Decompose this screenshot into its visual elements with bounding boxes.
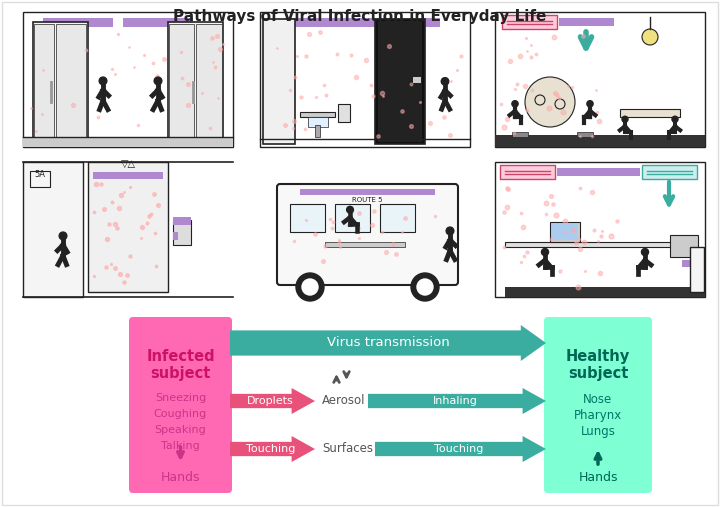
Circle shape — [346, 206, 354, 213]
Bar — [620, 109, 680, 117]
Text: Droplets: Droplets — [247, 396, 294, 406]
Polygon shape — [375, 436, 546, 462]
Text: Touching: Touching — [434, 444, 483, 454]
Text: ▽△: ▽△ — [120, 159, 135, 169]
Bar — [300, 112, 335, 117]
Bar — [34, 24, 54, 141]
Text: Inhaling: Inhaling — [433, 396, 477, 406]
Bar — [552, 224, 578, 240]
Circle shape — [302, 279, 318, 295]
Circle shape — [541, 248, 549, 256]
Bar — [500, 165, 555, 179]
Bar — [88, 162, 168, 292]
FancyBboxPatch shape — [129, 317, 232, 493]
Bar — [550, 222, 580, 242]
Bar — [505, 242, 680, 247]
Polygon shape — [368, 388, 546, 414]
Circle shape — [99, 77, 107, 85]
Bar — [196, 24, 222, 141]
Text: Hands: Hands — [578, 471, 618, 484]
Polygon shape — [230, 388, 315, 414]
Text: Pharynx: Pharynx — [574, 409, 622, 422]
Text: Nose: Nose — [583, 393, 613, 406]
Circle shape — [59, 232, 67, 240]
Circle shape — [672, 116, 678, 122]
Bar — [495, 135, 705, 147]
Bar — [56, 24, 86, 141]
Bar — [33, 22, 88, 142]
Circle shape — [512, 101, 518, 107]
Text: Speaking: Speaking — [155, 425, 207, 435]
Text: ROUTE 5: ROUTE 5 — [352, 197, 382, 203]
Bar — [690, 247, 704, 292]
Circle shape — [622, 116, 628, 122]
Bar — [173, 232, 178, 240]
Text: Coughing: Coughing — [154, 409, 207, 419]
Bar — [30, 171, 50, 187]
Text: 5A: 5A — [35, 170, 45, 179]
Bar — [682, 260, 700, 267]
Bar — [495, 162, 705, 297]
Text: Healthy
subject: Healthy subject — [566, 349, 630, 381]
Text: Surfaces: Surfaces — [322, 443, 373, 455]
Bar — [123, 18, 193, 27]
Text: Virus transmission: Virus transmission — [327, 337, 449, 349]
Circle shape — [441, 78, 449, 85]
Bar — [642, 165, 697, 179]
Circle shape — [417, 279, 433, 295]
Circle shape — [587, 101, 593, 107]
Circle shape — [642, 248, 649, 256]
Bar — [557, 168, 640, 176]
Bar — [285, 18, 440, 27]
Bar — [577, 132, 593, 137]
Bar — [413, 77, 421, 83]
Bar — [23, 12, 233, 147]
Bar — [380, 204, 415, 232]
Circle shape — [446, 227, 454, 235]
Bar — [260, 12, 470, 147]
Bar — [308, 117, 328, 127]
Circle shape — [154, 77, 162, 85]
Bar — [315, 125, 320, 137]
Bar — [505, 287, 705, 297]
Circle shape — [525, 77, 575, 127]
Text: Touching: Touching — [246, 444, 295, 454]
Bar — [495, 12, 705, 147]
Bar — [338, 104, 350, 122]
FancyBboxPatch shape — [277, 184, 458, 285]
FancyBboxPatch shape — [544, 317, 652, 493]
Bar — [93, 172, 163, 179]
Text: Lungs: Lungs — [580, 425, 616, 438]
Circle shape — [642, 29, 658, 45]
Bar — [23, 162, 83, 297]
Bar — [173, 217, 191, 225]
Bar — [169, 24, 194, 141]
Bar — [173, 220, 191, 245]
Bar — [670, 235, 698, 257]
Text: Aerosol: Aerosol — [323, 394, 366, 408]
Bar — [23, 137, 233, 147]
Bar — [263, 19, 295, 144]
Text: Infected
subject: Infected subject — [146, 349, 215, 381]
Bar — [559, 18, 614, 26]
Text: Talking: Talking — [161, 441, 200, 451]
Bar — [512, 132, 528, 137]
Bar — [43, 18, 113, 27]
Text: Pathways of Viral Infection in Everyday Life: Pathways of Viral Infection in Everyday … — [174, 9, 546, 24]
Circle shape — [296, 273, 324, 301]
Bar — [325, 242, 405, 247]
Text: Sneezing: Sneezing — [155, 393, 206, 403]
Polygon shape — [230, 436, 315, 462]
Bar — [502, 15, 557, 29]
Bar — [168, 22, 223, 142]
Circle shape — [411, 273, 439, 301]
Bar — [335, 204, 370, 232]
Polygon shape — [230, 325, 546, 361]
Text: Hands: Hands — [161, 471, 200, 484]
Bar — [375, 19, 425, 144]
Bar — [378, 21, 422, 142]
Bar — [300, 189, 435, 195]
Bar — [290, 204, 325, 232]
